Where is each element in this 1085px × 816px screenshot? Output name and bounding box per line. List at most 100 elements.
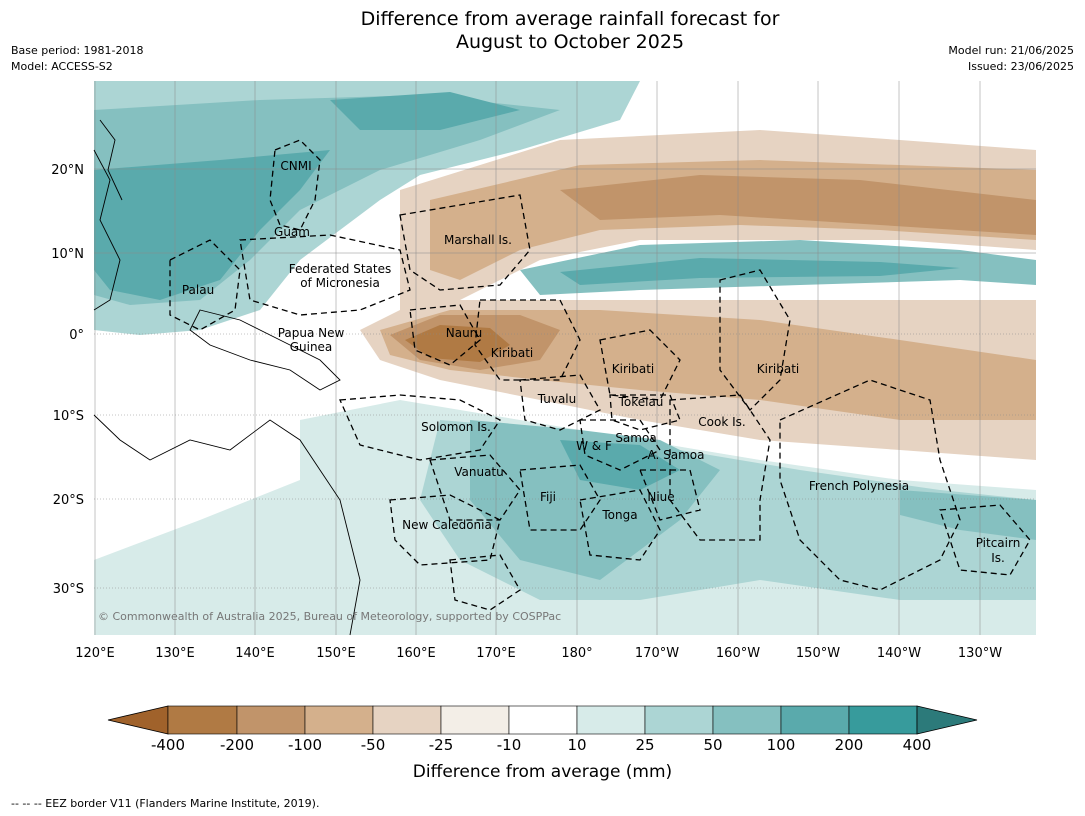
region-label: Tokelau (618, 395, 664, 409)
lat-tick-label: 20°S (53, 493, 84, 508)
band-itcz-dry-core (560, 175, 1036, 235)
colorbar-tick-label: 100 (766, 736, 796, 754)
colorbar-tick-label: -10 (496, 736, 522, 754)
region-label: Kiribati (757, 362, 799, 376)
region-label: Palau (182, 283, 214, 297)
eez-vanuatu (429, 454, 521, 521)
colorbar-tick-label: 400 (902, 736, 932, 754)
copyright-text: © Commonwealth of Australia 2025, Bureau… (98, 610, 561, 623)
lat-tick-label: 20°N (51, 163, 84, 178)
region-label: Is. (991, 551, 1005, 565)
eez-nauru (409, 304, 481, 366)
lon-tick-label: 130°E (155, 646, 195, 661)
colorbar-title: Difference from average (mm) (412, 762, 673, 782)
issued-date: Issued: 23/06/2025 (967, 60, 1074, 73)
region-label: of Micronesia (300, 276, 380, 290)
region-label: Nauru (446, 326, 482, 340)
colorbar-tick-label: 200 (834, 736, 864, 754)
region-label: Tuvalu (537, 392, 577, 406)
lon-tick-label: 180° (561, 646, 592, 661)
region-label: Federated States (289, 262, 391, 276)
lat-tick-label: 10°S (53, 409, 84, 424)
coastline (93, 119, 361, 636)
colorbar-segment (576, 705, 646, 735)
meta-left: Base period: 1981-2018 Model: ACCESS-S2 (11, 43, 143, 75)
chart-title: Difference from average rainfall forecas… (0, 8, 1085, 54)
lat-tick-label: 10°N (51, 247, 84, 262)
lon-tick-label: 170°W (635, 646, 679, 661)
latitude-axis: 20°N 10°N 0° 10°S 20°S 30°S (51, 163, 84, 597)
band-south-wet-core (560, 440, 680, 490)
region-label: Vanuatu (454, 465, 504, 479)
eez-marshall (399, 194, 531, 291)
colorbar-segment (440, 705, 510, 735)
australia-coast (93, 414, 361, 636)
model-name: Model: ACCESS-S2 (11, 60, 113, 73)
model-run: Model run: 21/06/2025 (948, 44, 1074, 57)
lat-tick-label: 0° (69, 328, 84, 343)
colorbar-tick-label: -25 (428, 736, 454, 754)
graticule (94, 81, 1036, 635)
colorbar-segment (780, 705, 850, 735)
band-equatorial-dry-core (405, 325, 510, 362)
region-label: French Polynesia (809, 479, 909, 493)
lon-tick-label: 130°W (958, 646, 1002, 661)
colorbar-segment (848, 705, 918, 735)
colorbar-tick-label: -200 (219, 736, 255, 754)
base-period: Base period: 1981-2018 (11, 44, 144, 57)
lat-tick-label: 30°S (53, 582, 84, 597)
colorbar-segment (167, 705, 238, 735)
eez-niue (639, 469, 701, 521)
longitude-axis: 120°E 130°E 140°E 150°E 160°E 170°E 180° 170°W 1… (75, 646, 1002, 661)
colorbar-segment (236, 705, 306, 735)
band-north-wet-top (330, 92, 520, 130)
colorbar-tick-label: -50 (360, 736, 386, 754)
region-label: Tonga (601, 508, 637, 522)
footer-note: -- -- -- EEZ border V11 (Flanders Marine… (11, 797, 320, 810)
region-label: Solomon Is. (421, 420, 491, 434)
band-equatorial-wet-core (560, 258, 960, 285)
lon-tick-label: 120°E (75, 646, 115, 661)
colorbar-tick-label: -400 (150, 736, 186, 754)
title-line-2: August to October 2025 (455, 31, 685, 53)
eez-borders (169, 139, 1031, 611)
eez-frenchpoly (779, 379, 961, 591)
eez-solomon (339, 394, 501, 461)
eez-fsm (239, 234, 411, 316)
colorbar-extend-low (107, 705, 169, 735)
region-label: New Caledonia (402, 518, 492, 532)
colorbar-tick-label: 25 (635, 736, 655, 754)
region-label: CNMI (280, 159, 311, 173)
eez-fiji (519, 464, 601, 531)
eez-tokelau (609, 394, 681, 431)
lon-tick-label: 140°E (235, 646, 275, 661)
eez-tonga (579, 489, 661, 561)
region-label: Papua New (278, 326, 345, 340)
colorbar-tick-label: 50 (703, 736, 723, 754)
colorbar-segment (372, 705, 442, 735)
colorbar-segment (712, 705, 782, 735)
eez-kiribati-west (474, 299, 581, 381)
philippines-coast (99, 119, 123, 201)
region-label: Marshall Is. (444, 233, 512, 247)
lon-tick-label: 160°E (396, 646, 436, 661)
eez-pitcairn (939, 504, 1031, 576)
lon-tick-label: 160°W (716, 646, 760, 661)
region-label: Guam (274, 225, 310, 239)
region-label: Guinea (290, 340, 333, 354)
colorbar-tick-label: 10 (567, 736, 587, 754)
region-label: Samoa (615, 431, 656, 445)
band-southeast-wet (900, 490, 1036, 540)
colorbar-extend-high (916, 705, 978, 735)
region-label: Pitcairn (976, 536, 1021, 550)
eez-samoa (579, 419, 661, 471)
lon-tick-label: 140°W (877, 646, 921, 661)
eez-cnmi (269, 139, 321, 231)
region-label: Niue (647, 490, 674, 504)
eez-lord-howe (449, 554, 521, 611)
colorbar-segment (644, 705, 714, 735)
meta-right: Model run: 21/06/2025 Issued: 23/06/2025 (948, 43, 1074, 75)
lon-tick-label: 170°E (476, 646, 516, 661)
